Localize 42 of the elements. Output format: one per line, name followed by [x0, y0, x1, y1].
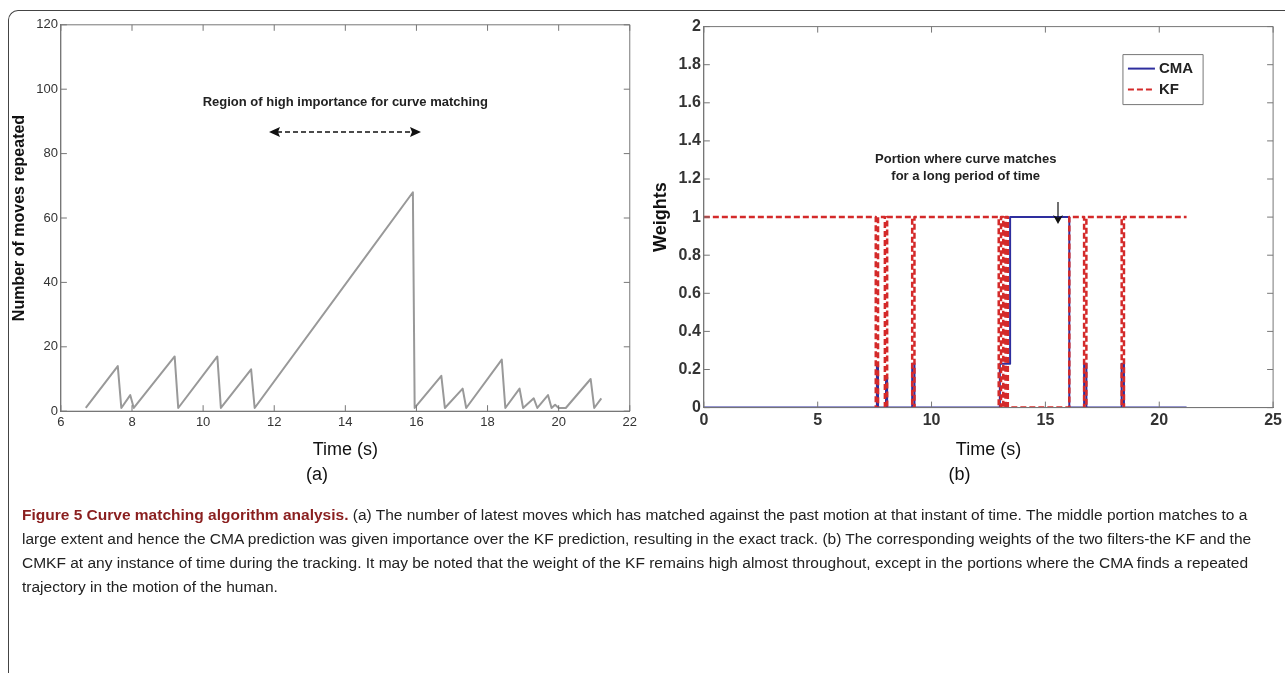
y-tick-label: 1.6 — [678, 93, 701, 111]
x-tick-label: 8 — [128, 413, 136, 429]
x-tick-label: 12 — [266, 413, 282, 429]
annotation: Region of high importance for curve matching — [202, 93, 489, 109]
x-tick-label: 14 — [338, 413, 353, 429]
text: (b) — [948, 464, 971, 485]
y-tick-label: 20 — [43, 338, 58, 354]
y-tick-label: 0.4 — [678, 321, 701, 339]
x-tick-label: 25 — [1264, 410, 1283, 428]
x-tick-label: 10 — [922, 410, 941, 428]
x-tick-label: 10 — [195, 413, 211, 429]
x-axis-title: Time (s) — [312, 438, 378, 459]
x-axis-title: Time (s) — [955, 438, 1022, 459]
y-tick-label: 60 — [43, 209, 58, 225]
y-tick-label: 100 — [36, 80, 58, 96]
x-tick-label: 20 — [1150, 410, 1169, 428]
x-tick-label: 16 — [409, 413, 424, 429]
x-tick-label: 22 — [622, 413, 637, 429]
annotation: Portion where curve matches for a long period of time — [875, 150, 1057, 183]
y-tick-label: 40 — [43, 273, 58, 289]
y-tick-label: 1.4 — [678, 131, 701, 149]
y-tick-label: 2 — [691, 17, 701, 35]
y-axis-title: Number of moves repeated — [10, 114, 28, 322]
legend-label: CMA — [1158, 58, 1194, 76]
legend-label: KF — [1158, 79, 1179, 97]
y-tick-label: 120 — [36, 16, 58, 32]
x-tick-label: 6 — [57, 413, 65, 429]
y-tick-label: 0.2 — [678, 359, 701, 377]
y-axis-title: Weights — [649, 182, 670, 252]
text: (a) — [306, 464, 328, 485]
y-tick-label: 1.2 — [678, 169, 701, 187]
y-tick-label: 0 — [691, 398, 701, 416]
x-tick-label: 20 — [551, 413, 566, 429]
y-tick-label: 0.6 — [678, 283, 701, 301]
y-tick-label: 1.8 — [678, 55, 701, 73]
y-tick-label: 0.8 — [678, 245, 701, 263]
x-tick-label: 18 — [480, 413, 495, 429]
x-tick-label: 15 — [1036, 410, 1055, 428]
x-tick-label: 5 — [813, 410, 823, 428]
text: Figure 5 Curve matching algorithm analysis. — [22, 506, 349, 523]
y-tick-label: 80 — [43, 145, 58, 161]
y-tick-label: 1 — [691, 207, 701, 225]
